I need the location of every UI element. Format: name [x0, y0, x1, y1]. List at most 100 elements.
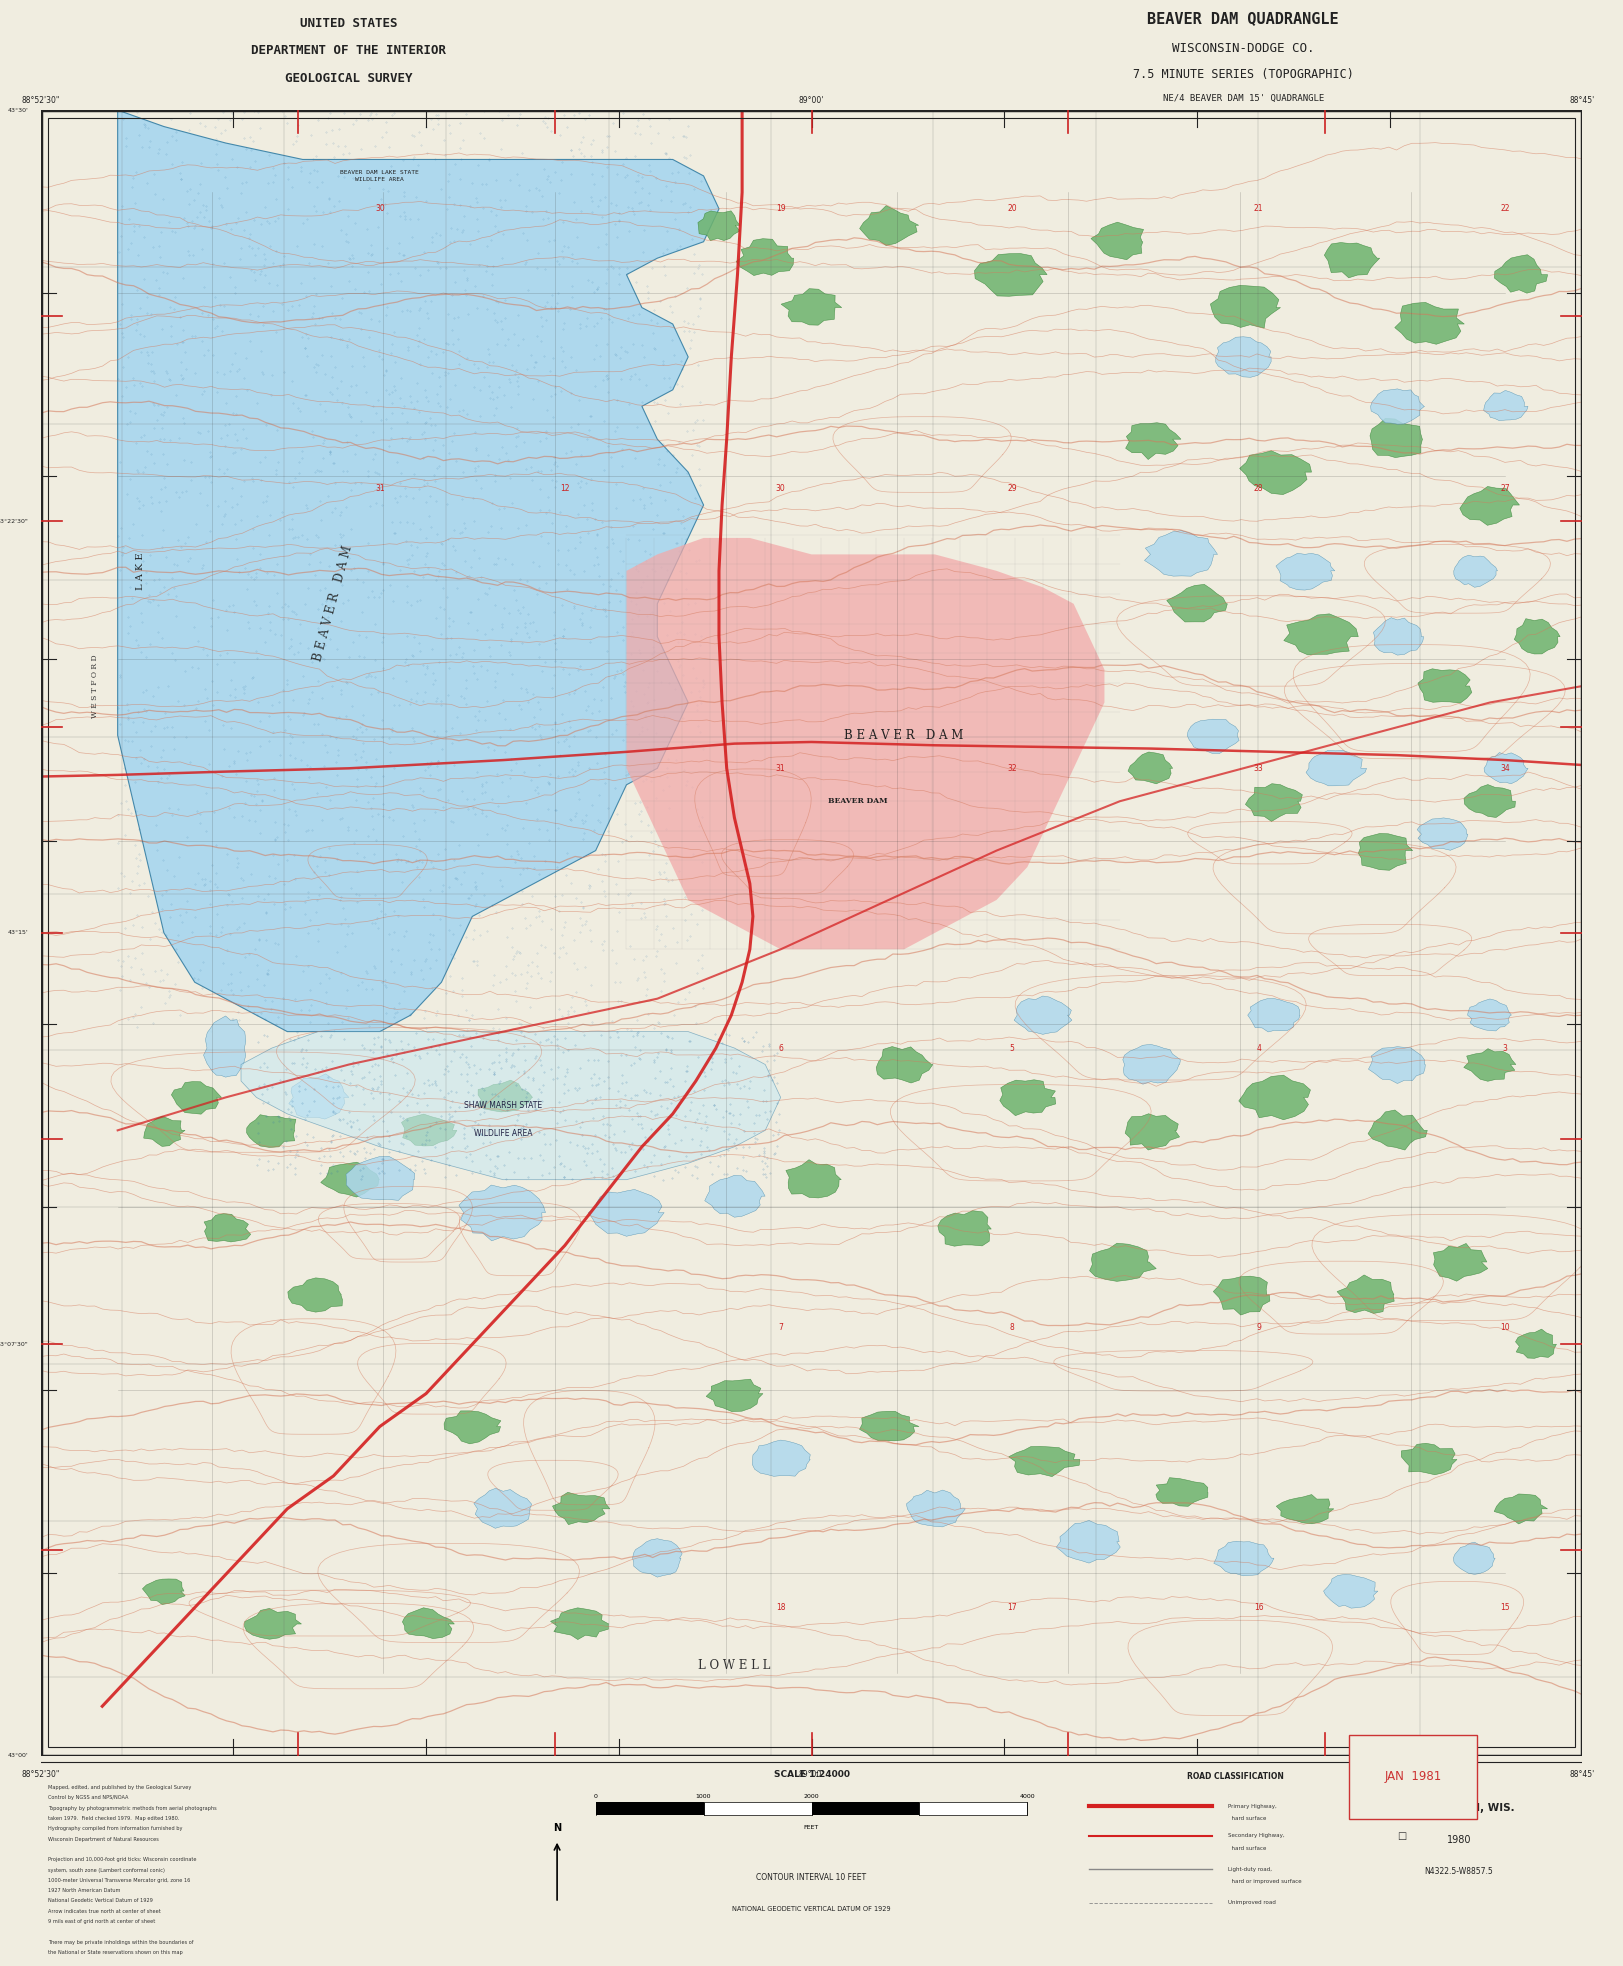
Point — [349, 297, 375, 328]
Point — [454, 883, 480, 914]
Point — [336, 399, 362, 431]
Text: ROAD CLASSIFICATION: ROAD CLASSIFICATION — [1186, 1773, 1284, 1781]
Point — [534, 423, 560, 454]
Point — [274, 824, 300, 855]
Point — [414, 1066, 440, 1097]
Point — [315, 550, 341, 582]
Point — [613, 824, 639, 855]
Point — [730, 1130, 756, 1162]
Point — [550, 206, 576, 238]
Point — [321, 1014, 347, 1046]
Point — [670, 702, 696, 733]
Point — [463, 871, 489, 902]
Point — [276, 163, 302, 195]
Point — [211, 291, 237, 322]
Point — [527, 961, 553, 993]
Point — [536, 527, 562, 558]
Point — [292, 1073, 318, 1105]
Point — [652, 1130, 678, 1162]
Point — [394, 621, 420, 653]
Point — [368, 1066, 394, 1097]
Polygon shape — [1514, 619, 1560, 655]
Point — [711, 1115, 737, 1146]
Text: 89°00': 89°00' — [799, 1769, 824, 1779]
Point — [607, 1085, 633, 1117]
Point — [273, 1054, 299, 1085]
Point — [224, 151, 250, 183]
Point — [493, 828, 519, 859]
Point — [318, 582, 344, 613]
Point — [286, 1022, 312, 1054]
Point — [409, 1144, 435, 1176]
Point — [377, 132, 403, 163]
Point — [641, 1160, 667, 1191]
Point — [146, 230, 172, 261]
Point — [646, 1007, 672, 1038]
Point — [281, 639, 307, 670]
Point — [292, 588, 318, 619]
Point — [443, 1158, 469, 1189]
Point — [589, 934, 615, 965]
Point — [513, 973, 539, 1005]
Point — [523, 173, 549, 204]
Point — [651, 346, 677, 377]
Point — [105, 364, 131, 395]
Point — [153, 918, 179, 950]
Point — [105, 236, 131, 267]
Point — [688, 1138, 714, 1170]
Point — [476, 346, 502, 377]
Point — [185, 417, 211, 448]
Point — [544, 246, 570, 277]
Point — [419, 633, 445, 665]
Point — [170, 362, 196, 393]
Point — [214, 889, 240, 920]
Point — [672, 881, 698, 912]
Point — [594, 151, 620, 183]
Point — [594, 364, 620, 395]
Point — [555, 995, 581, 1026]
Point — [480, 969, 506, 1001]
Point — [135, 338, 161, 370]
Point — [445, 702, 471, 733]
Point — [338, 474, 364, 505]
Point — [667, 1083, 693, 1115]
Point — [477, 1156, 503, 1187]
Point — [138, 896, 164, 928]
Point — [125, 838, 151, 869]
Point — [393, 480, 419, 511]
Point — [591, 405, 617, 436]
Point — [370, 653, 396, 684]
Point — [550, 1077, 576, 1109]
Point — [764, 1130, 790, 1162]
Point — [240, 466, 266, 497]
Point — [156, 670, 182, 702]
Point — [260, 1107, 286, 1138]
Point — [250, 486, 276, 517]
Point — [646, 470, 672, 501]
Point — [396, 999, 422, 1030]
Point — [579, 157, 605, 189]
Point — [261, 863, 287, 895]
Point — [700, 1042, 725, 1073]
Point — [105, 944, 131, 975]
Point — [461, 782, 487, 814]
Point — [540, 619, 566, 651]
Point — [109, 513, 135, 545]
Point — [146, 486, 172, 517]
Point — [323, 560, 349, 592]
Point — [477, 1144, 503, 1176]
Point — [545, 1140, 571, 1172]
Point — [232, 134, 258, 165]
Text: Secondary Highway,: Secondary Highway, — [1229, 1832, 1284, 1838]
Point — [633, 700, 659, 731]
Point — [263, 317, 289, 348]
Point — [625, 696, 651, 727]
Point — [133, 434, 159, 466]
Point — [192, 706, 217, 737]
Point — [552, 352, 578, 383]
Point — [295, 995, 321, 1026]
Point — [284, 126, 310, 157]
Point — [610, 723, 636, 755]
Point — [651, 883, 677, 914]
Point — [453, 1040, 479, 1071]
